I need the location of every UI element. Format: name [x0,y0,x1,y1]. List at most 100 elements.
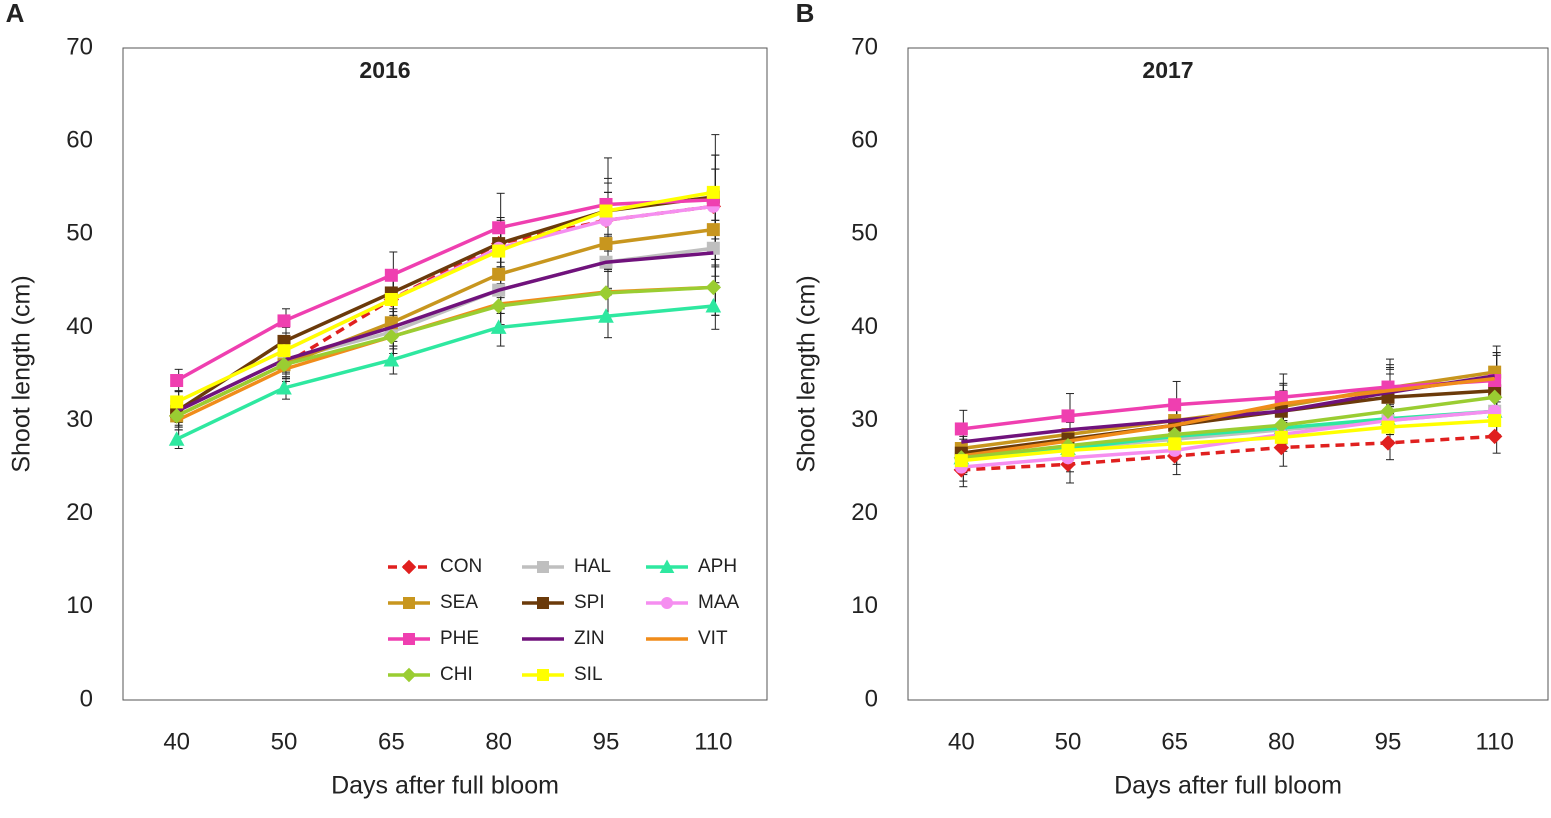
y-tick-label: 50 [66,220,93,247]
marker [170,374,184,388]
series-line [961,376,1495,458]
y-tick-label: 60 [851,126,878,153]
marker [1486,428,1503,445]
panel-label: A [6,0,25,28]
marker [384,268,398,282]
series-line [175,304,714,441]
series-line [175,198,714,383]
marker [706,223,720,237]
plot-frame [122,47,768,701]
marker [599,237,613,251]
y-tick-label: 60 [66,126,93,153]
plot-frame [907,47,1549,701]
legend-marker [403,633,415,645]
marker [1380,403,1396,419]
legend-label: CON [440,556,482,577]
y-tick-label: 30 [66,406,93,433]
marker [277,344,291,358]
legend-label: APH [698,556,737,577]
legend-label: HAL [574,556,611,577]
marker [276,379,292,395]
x-axis-title: Days after full bloom [331,772,559,800]
x-tick-label: 110 [694,728,732,755]
y-tick-label: 10 [66,592,93,619]
legend-label: PHE [440,628,479,649]
marker [492,267,506,281]
x-tick-label: 50 [1055,728,1082,755]
legend-marker [537,561,549,573]
legend-label: SEA [440,592,478,613]
marker [383,351,400,367]
x-tick-label: 80 [485,728,512,755]
marker [1486,389,1503,405]
series-line [961,409,1495,469]
marker [1488,414,1502,428]
legend-label: VIT [698,628,728,649]
x-tick-label: 50 [271,728,298,755]
y-axis-title: Shoot length (cm) [793,275,821,472]
marker [277,314,291,328]
chart-title: 2017 [1142,57,1193,83]
x-tick-label: 65 [1161,728,1188,755]
legend-label: ZIN [574,628,605,649]
y-axis-title: Shoot length (cm) [8,275,36,472]
marker [384,292,398,306]
legend-marker [403,597,415,609]
marker [168,431,185,446]
marker [1061,443,1075,457]
legend-marker [401,559,417,575]
series-line [961,370,1495,451]
x-tick-label: 40 [948,728,975,755]
series-line [175,251,714,413]
x-tick-label: 40 [163,728,190,755]
marker [383,329,400,345]
marker [599,204,613,218]
marker [706,185,720,199]
legend-marker [661,597,673,609]
y-tick-label: 40 [66,313,93,340]
marker [1380,435,1396,451]
x-tick-label: 95 [1375,728,1402,755]
y-tick-label: 20 [66,499,93,526]
series-line [175,204,714,418]
marker [1061,409,1075,423]
marker [276,356,292,373]
y-tick-label: 70 [851,33,878,60]
y-tick-label: 70 [66,33,93,60]
marker [954,422,968,436]
x-tick-label: 80 [1268,728,1295,755]
y-tick-label: 10 [851,592,878,619]
legend-marker [537,597,549,609]
x-tick-label: 65 [378,728,405,755]
marker [492,244,506,258]
marker [1168,398,1182,412]
y-tick-label: 20 [851,499,878,526]
marker [705,279,722,296]
series-line [175,285,714,418]
marker [1168,437,1182,451]
legend-label: SPI [574,592,605,613]
legend-label: SIL [574,664,603,685]
marker [170,395,184,409]
y-tick-label: 0 [865,685,878,712]
legend-marker [401,667,417,683]
legend-marker [659,559,675,573]
marker [168,408,185,424]
series-line [175,190,714,404]
marker [492,221,506,235]
legend-marker [537,669,549,681]
x-axis-title: Days after full bloom [1114,772,1342,800]
y-tick-label: 40 [851,313,878,340]
y-tick-label: 0 [80,685,93,712]
y-tick-label: 50 [851,220,878,247]
chart-title: 2016 [359,57,410,83]
series-line [961,395,1495,460]
x-tick-label: 95 [593,728,620,755]
legend-label: CHI [440,664,473,685]
marker [598,285,614,301]
marker [954,454,968,468]
marker [1274,430,1288,444]
legend-label: MAA [698,592,740,613]
marker [1381,420,1395,434]
